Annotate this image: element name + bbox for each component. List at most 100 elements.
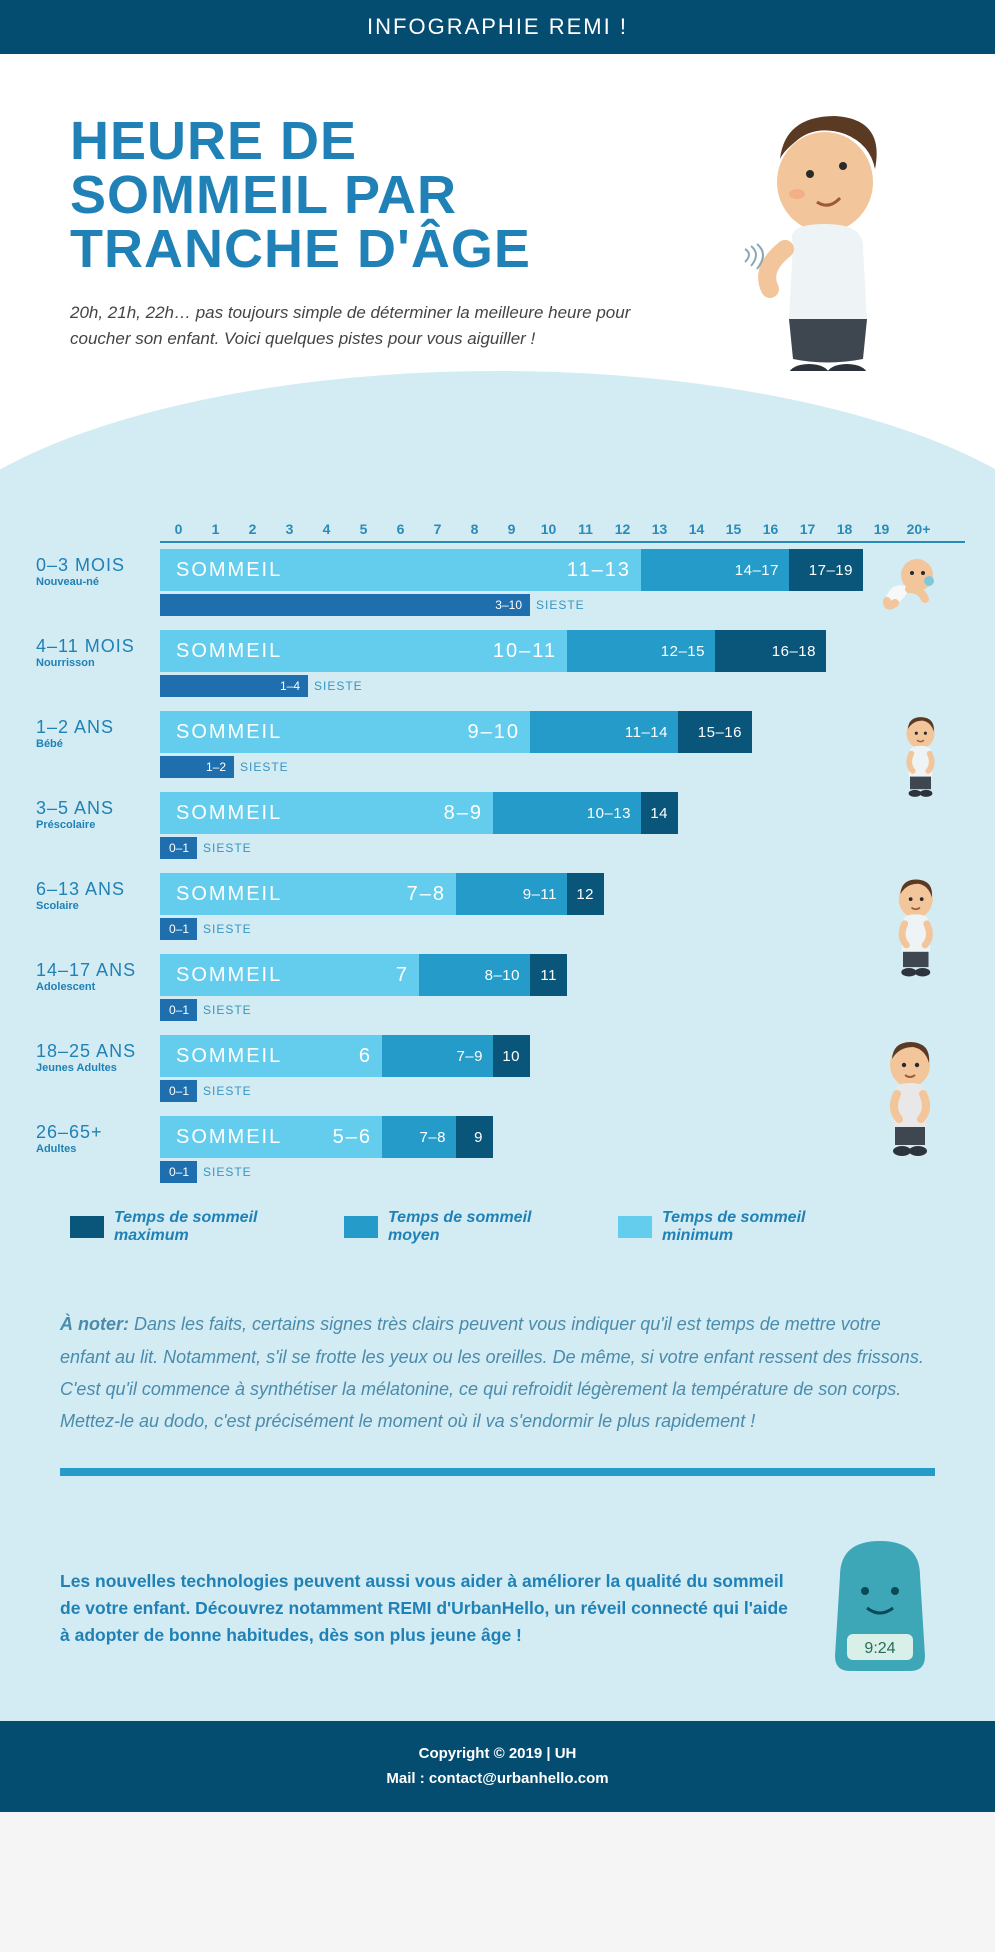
axis-tick: 16 — [752, 521, 789, 537]
axis-tick: 11 — [567, 521, 604, 537]
nap-bar: 1–2 SIESTE — [160, 756, 965, 778]
sleep-seg-min: SOMMEIL 8–9 — [160, 792, 493, 834]
promo-section: Les nouvelles technologies peuvent aussi… — [0, 1506, 995, 1721]
row-stage: Nourrisson — [36, 657, 160, 669]
sleep-seg-mid: 8–10 — [419, 954, 530, 996]
axis-tick: 6 — [382, 521, 419, 537]
legend-item-mid: Temps de sommeil moyen — [344, 1209, 568, 1244]
sleep-seg-min: SOMMEIL 10–11 — [160, 630, 567, 672]
axis-tick: 8 — [456, 521, 493, 537]
row-bars: SOMMEIL 8–9 10–13 14 0–1 SIESTE — [160, 792, 965, 859]
row-label: 0–3 MOIS Nouveau-né — [30, 549, 160, 588]
nap-bar: 0–1 SIESTE — [160, 1161, 965, 1183]
hero-title: HEURE DE SOMMEIL PAR TRANCHE D'ÂGE — [70, 114, 630, 276]
axis-tick: 5 — [345, 521, 382, 537]
nap-label: SIESTE — [203, 841, 252, 855]
nap-seg: 1–4 — [160, 675, 308, 697]
row-bars: SOMMEIL 11–13 14–17 17–19 3–10 SIESTE — [160, 549, 965, 616]
axis-tick: 10 — [530, 521, 567, 537]
row-label: 3–5 ANS Préscolaire — [30, 792, 160, 831]
sleep-bar: SOMMEIL 11–13 14–17 17–19 — [160, 549, 965, 591]
row-label: 6–13 ANS Scolaire — [30, 873, 160, 912]
axis-tick: 17 — [789, 521, 826, 537]
nap-bar: 0–1 SIESTE — [160, 1080, 965, 1102]
sleep-bar: SOMMEIL 5–6 7–8 9 — [160, 1116, 965, 1158]
axis-tick: 12 — [604, 521, 641, 537]
row-age: 26–65+ — [36, 1122, 160, 1143]
sleep-bar: SOMMEIL 9–10 11–14 15–16 — [160, 711, 965, 753]
row-age: 1–2 ANS — [36, 717, 160, 738]
nap-seg: 0–1 — [160, 999, 197, 1021]
hero-child-illustration — [725, 104, 915, 399]
nap-seg: 0–1 — [160, 1080, 197, 1102]
chart-axis: 01234567891011121314151617181920+ — [160, 521, 965, 543]
row-bars: SOMMEIL 9–10 11–14 15–16 1–2 SIESTE — [160, 711, 965, 778]
sleep-seg-mid: 7–9 — [382, 1035, 493, 1077]
sleep-seg-min: SOMMEIL 9–10 — [160, 711, 530, 753]
sleep-seg-mid: 7–8 — [382, 1116, 456, 1158]
legend-min-label: Temps de sommeil minimum — [662, 1209, 842, 1244]
sleep-bar: SOMMEIL 8–9 10–13 14 — [160, 792, 965, 834]
axis-tick: 0 — [160, 521, 197, 537]
axis-tick: 2 — [234, 521, 271, 537]
row-age: 3–5 ANS — [36, 798, 160, 819]
axis-tick: 13 — [641, 521, 678, 537]
chart-row: 6–13 ANS Scolaire SOMMEIL 7–8 9–11 120–1… — [30, 873, 965, 940]
sleep-seg-mid: 9–11 — [456, 873, 567, 915]
axis-tick: 19 — [863, 521, 900, 537]
sleep-bar: SOMMEIL 7 8–10 11 — [160, 954, 965, 996]
nap-seg: 0–1 — [160, 1161, 197, 1183]
sleep-seg-max: 15–16 — [678, 711, 752, 753]
axis-tick: 18 — [826, 521, 863, 537]
toddler-icon — [896, 715, 945, 804]
legend-item-min: Temps de sommeil minimum — [618, 1209, 842, 1244]
axis-tick: 9 — [493, 521, 530, 537]
row-age: 0–3 MOIS — [36, 555, 160, 576]
sleep-seg-min: SOMMEIL 11–13 — [160, 549, 641, 591]
chart-row: 26–65+ Adultes SOMMEIL 5–6 7–8 9 0–1 SIES… — [30, 1116, 965, 1183]
row-label: 14–17 ANS Adolescent — [30, 954, 160, 993]
sleep-seg-mid: 10–13 — [493, 792, 641, 834]
nap-seg: 3–10 — [160, 594, 530, 616]
svg-text:9:24: 9:24 — [864, 1640, 895, 1657]
note-label: À noter: — [60, 1314, 129, 1334]
sleep-seg-max: 10 — [493, 1035, 530, 1077]
sleep-seg-mid: 12–15 — [567, 630, 715, 672]
row-age: 4–11 MOIS — [36, 636, 160, 657]
axis-tick: 14 — [678, 521, 715, 537]
row-bars: SOMMEIL 7 8–10 110–1 SIESTE — [160, 954, 965, 1021]
note-body: Dans les faits, certains signes très cla… — [60, 1314, 924, 1431]
axis-tick: 1 — [197, 521, 234, 537]
row-stage: Jeunes Adultes — [36, 1062, 160, 1074]
row-bars: SOMMEIL 6 7–9 10 0–1 SIESTE — [160, 1035, 965, 1102]
header-title: INFOGRAPHIE REMI ! — [367, 14, 628, 39]
axis-tick: 3 — [271, 521, 308, 537]
chart-row: 4–11 MOIS Nourrisson SOMMEIL 10–11 12–15… — [30, 630, 965, 697]
nap-label: SIESTE — [314, 679, 363, 693]
nap-label: SIESTE — [240, 760, 289, 774]
footer: Copyright © 2019 | UH Mail : contact@urb… — [0, 1721, 995, 1812]
legend: Temps de sommeil maximum Temps de sommei… — [70, 1209, 965, 1244]
chart-row: 0–3 MOIS Nouveau-né SOMMEIL 11–13 14–17 … — [30, 549, 965, 616]
row-label: 18–25 ANS Jeunes Adultes — [30, 1035, 160, 1074]
row-label: 1–2 ANS Bébé — [30, 711, 160, 750]
axis-tick: 4 — [308, 521, 345, 537]
nap-bar: 3–10 SIESTE — [160, 594, 965, 616]
sleep-bar: SOMMEIL 6 7–9 10 — [160, 1035, 965, 1077]
row-label: 26–65+ Adultes — [30, 1116, 160, 1155]
row-age: 6–13 ANS — [36, 879, 160, 900]
sleep-bar: SOMMEIL 7–8 9–11 12 — [160, 873, 965, 915]
row-stage: Adultes — [36, 1143, 160, 1155]
legend-max-label: Temps de sommeil maximum — [114, 1209, 294, 1244]
sleep-bar: SOMMEIL 10–11 12–15 16–18 — [160, 630, 965, 672]
nap-bar: 0–1 SIESTE — [160, 837, 965, 859]
note-section: À noter: Dans les faits, certains signes… — [0, 1274, 995, 1506]
sleep-seg-max: 17–19 — [789, 549, 863, 591]
row-stage: Scolaire — [36, 900, 160, 912]
footer-copyright: Copyright © 2019 | UH — [20, 1741, 975, 1767]
row-stage: Nouveau-né — [36, 576, 160, 588]
chart-row: 14–17 ANS Adolescent SOMMEIL 7 8–10 11 0–… — [30, 954, 965, 1021]
sleep-seg-max: 11 — [530, 954, 567, 996]
hero-subtitle: 20h, 21h, 22h… pas toujours simple de dé… — [70, 300, 660, 351]
row-label: 4–11 MOIS Nourrisson — [30, 630, 160, 669]
